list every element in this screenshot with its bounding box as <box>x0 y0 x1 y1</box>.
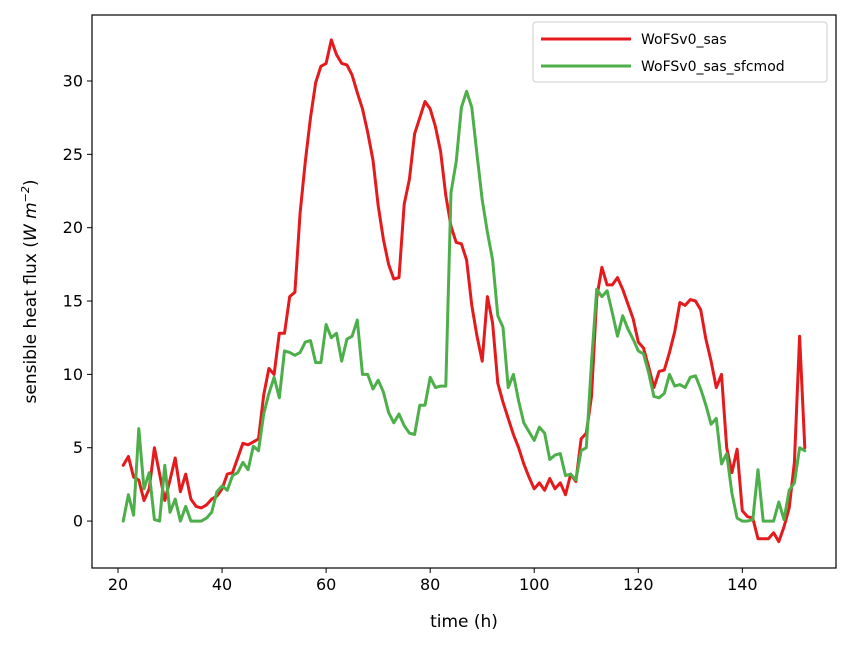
series-layer <box>121 38 807 544</box>
x-tick-label-120: 120 <box>623 575 654 594</box>
x-tick-label-80: 80 <box>420 575 440 594</box>
y-axis-label-close: ) <box>21 180 41 187</box>
series-line-wofsv0-sas-sfcmod <box>121 89 807 523</box>
y-tick-label-0: 0 <box>73 512 83 531</box>
x-tick-label-100: 100 <box>519 575 550 594</box>
y-axis-label: sensible heat flux (W m−2) <box>19 180 41 404</box>
legend-label-wofsv0-sas: WoFSv0_sas <box>641 32 727 48</box>
y-axis-label-unit: W m <box>21 202 41 241</box>
y-tick-label-15: 15 <box>63 292 83 311</box>
plot-frame <box>91 14 837 569</box>
y-tick-label-30: 30 <box>63 72 83 91</box>
x-tick-label-20: 20 <box>108 575 128 594</box>
legend: WoFSv0_sas WoFSv0_sas_sfcmod <box>532 21 828 83</box>
ticks-layer: 20 40 60 80 100 120 140 0 5 10 15 20 25 30 <box>63 72 758 594</box>
y-axis-label-exponent: −2 <box>19 186 32 202</box>
y-tick-label-20: 20 <box>63 218 83 237</box>
x-tick-label-140: 140 <box>727 575 758 594</box>
x-axis-label: time (h) <box>430 612 498 632</box>
x-tick-label-60: 60 <box>316 575 336 594</box>
x-tick-label-40: 40 <box>212 575 232 594</box>
y-tick-label-25: 25 <box>63 145 83 164</box>
y-axis-label-main: sensible heat flux ( <box>21 241 41 403</box>
y-tick-label-10: 10 <box>63 365 83 384</box>
series-line-wofsv0-sas <box>121 38 807 544</box>
y-tick-label-5: 5 <box>73 438 83 457</box>
legend-label-wofsv0-sas-sfcmod: WoFSv0_sas_sfcmod <box>641 59 785 75</box>
